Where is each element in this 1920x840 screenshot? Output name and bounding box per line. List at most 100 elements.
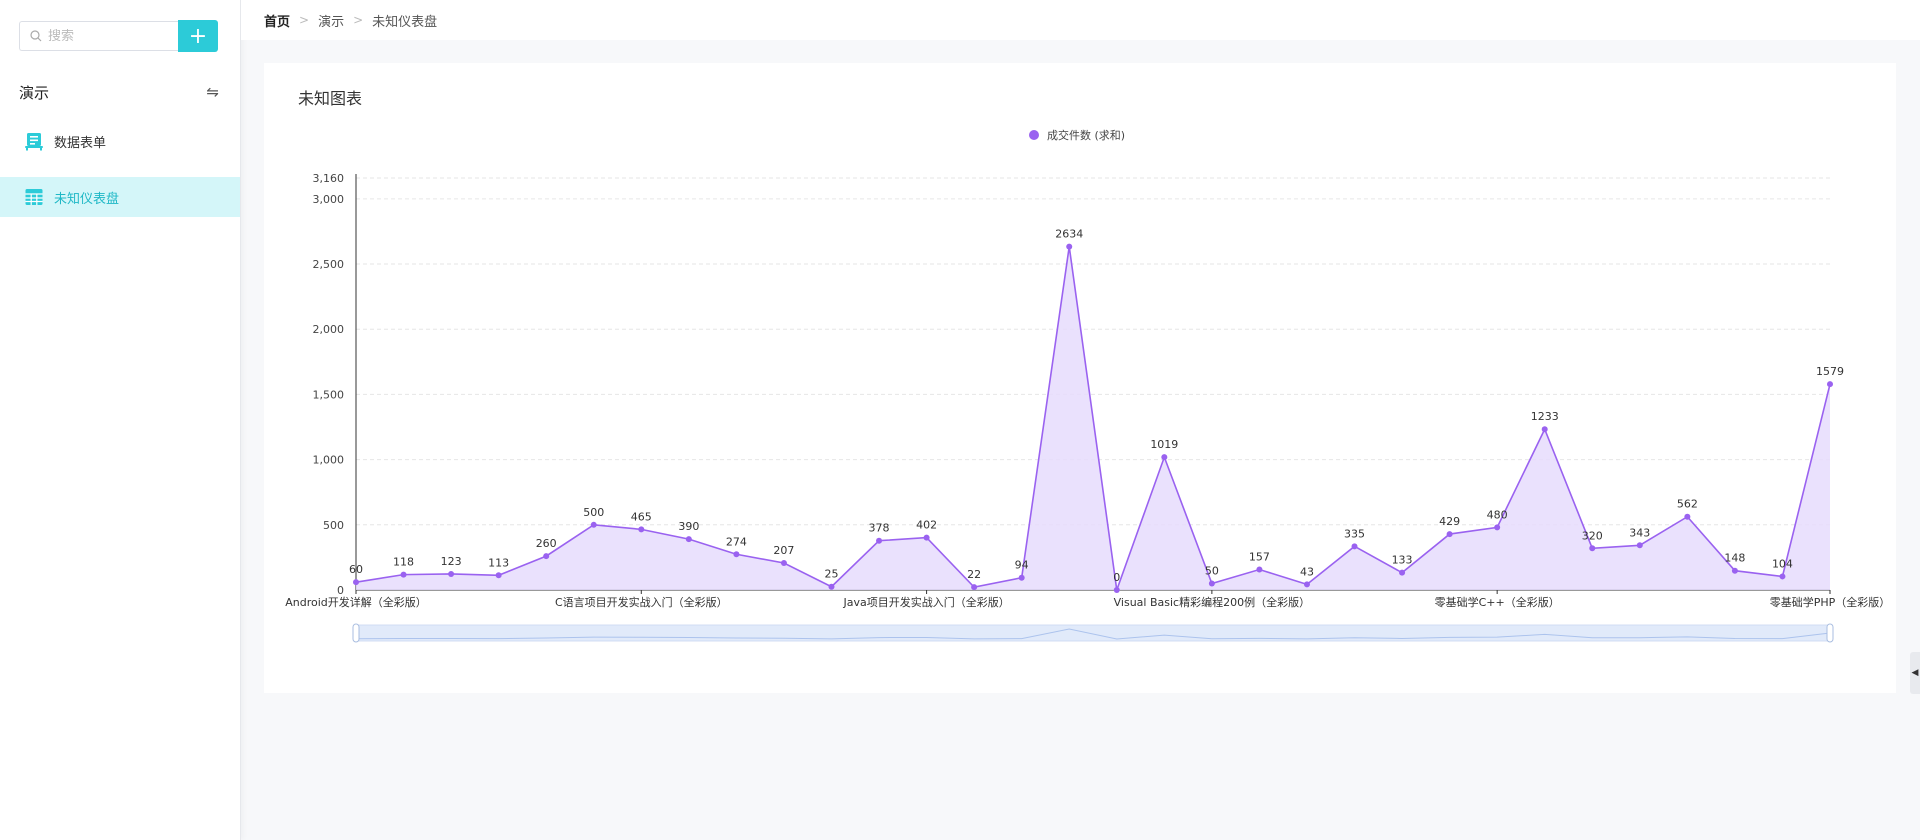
data-point <box>1541 426 1548 433</box>
data-label: 148 <box>1724 552 1745 565</box>
group-title: 演示 <box>19 83 50 102</box>
data-label: 157 <box>1249 551 1270 564</box>
y-tick-label: 0 <box>337 584 344 597</box>
x-tick-label: C语言项目开发实战入门（全彩版） <box>555 595 728 609</box>
x-tick-label: Visual Basic精彩编程200例（全彩版） <box>1114 595 1310 609</box>
data-label: 402 <box>916 519 937 532</box>
data-label: 94 <box>1015 559 1029 572</box>
plus-icon: + <box>188 23 208 49</box>
data-label: 133 <box>1392 554 1413 567</box>
legend-entry: 成交件数 (求和) <box>1047 128 1125 142</box>
data-label: 43 <box>1300 565 1314 578</box>
data-label: 2634 <box>1055 228 1083 241</box>
x-tick-label: Java项目开发实战入门（全彩版） <box>842 595 1009 609</box>
series-line <box>355 246 1831 591</box>
swap-icon[interactable]: ⇋ <box>206 83 219 101</box>
y-tick-label: 3,160 <box>313 172 345 185</box>
data-point <box>495 572 502 579</box>
y-tick-label: 1,000 <box>313 454 345 467</box>
data-label: 123 <box>441 555 462 568</box>
data-label: 274 <box>726 535 747 548</box>
data-label: 104 <box>1772 557 1793 570</box>
data-point <box>1256 566 1263 573</box>
data-point <box>1684 513 1691 520</box>
search-icon <box>30 30 42 42</box>
data-label: 1579 <box>1816 365 1844 378</box>
y-tick-label: 1,500 <box>313 388 345 401</box>
data-label: 1233 <box>1531 410 1559 423</box>
group-header: 演示 ⇋ <box>19 80 219 104</box>
data-point <box>543 553 550 560</box>
data-point <box>733 551 740 558</box>
data-label: 562 <box>1677 498 1698 511</box>
zoom-handle-start[interactable] <box>352 623 360 643</box>
data-label: 113 <box>488 556 509 569</box>
data-point <box>1589 545 1596 552</box>
sidebar-item-label: 数据表单 <box>54 135 107 151</box>
data-point <box>828 583 835 590</box>
data-label: 207 <box>773 544 794 557</box>
y-tick-label: 500 <box>323 519 344 532</box>
data-point <box>1446 531 1453 538</box>
add-button[interactable]: + <box>178 20 218 52</box>
data-label: 465 <box>631 510 652 523</box>
data-label: 260 <box>536 537 557 550</box>
data-point <box>353 579 359 586</box>
panel-toggle-tab[interactable]: ◀ <box>1910 652 1920 694</box>
data-point <box>1636 542 1643 549</box>
sidebar-item-data-form[interactable]: 数据表单 <box>0 121 240 161</box>
data-point <box>971 584 978 591</box>
data-point <box>923 534 930 541</box>
data-label: 25 <box>824 568 838 581</box>
sidebar-item-unknown-dashboard[interactable]: 未知仪表盘 <box>0 177 240 217</box>
chart-card: 未知图表 成交件数 (求和) 0 500 1,000 1,500 2,000 2,500 3,… <box>264 63 1896 693</box>
data-point <box>1494 524 1501 531</box>
data-point <box>1731 567 1738 574</box>
search-row: + <box>19 20 218 52</box>
x-tick-label: Android开发详解（全彩版） <box>285 595 427 609</box>
data-point <box>400 571 407 578</box>
data-label: 343 <box>1629 526 1650 539</box>
x-tick-label: 零基础学C++（全彩版） <box>1435 595 1560 609</box>
data-label: 118 <box>393 556 414 569</box>
grid-table-icon <box>25 189 43 205</box>
data-point <box>1018 574 1025 581</box>
data-label: 320 <box>1582 529 1603 542</box>
data-point <box>1351 543 1358 550</box>
data-label: 60 <box>349 563 363 576</box>
data-label: 500 <box>583 506 604 519</box>
data-point <box>1066 243 1073 250</box>
breadcrumb-home[interactable]: 首页 <box>264 14 291 30</box>
search-box[interactable] <box>19 21 178 51</box>
zoom-preview-line <box>355 628 1831 640</box>
data-label: 22 <box>967 568 981 581</box>
data-label: 378 <box>869 522 890 535</box>
data-label: 1019 <box>1150 438 1178 451</box>
form-table-icon <box>25 133 43 151</box>
data-point <box>780 560 787 567</box>
breadcrumb: 首页 > 演示 > 未知仪表盘 <box>241 0 1920 40</box>
data-label: 390 <box>678 520 699 533</box>
zoom-handle-end[interactable] <box>1826 623 1834 643</box>
data-point <box>638 526 645 533</box>
data-point <box>876 537 883 544</box>
chevron-right-icon: > <box>353 13 364 27</box>
data-point <box>685 536 692 543</box>
y-tick-label: 3,000 <box>313 193 345 206</box>
data-point <box>1303 581 1310 588</box>
search-input[interactable] <box>42 28 168 44</box>
chart-title: 未知图表 <box>298 89 363 108</box>
data-label: 0 <box>1113 571 1120 584</box>
data-point <box>1779 573 1786 580</box>
legend-marker <box>1029 130 1039 140</box>
data-label: 480 <box>1487 508 1508 521</box>
data-point <box>1161 454 1168 461</box>
data-label: 429 <box>1439 515 1460 528</box>
data-point <box>1827 381 1833 388</box>
breadcrumb-section[interactable]: 演示 <box>318 14 345 30</box>
chevron-right-icon: > <box>299 13 310 27</box>
data-point <box>448 570 455 577</box>
series-area <box>356 246 1830 590</box>
data-label: 335 <box>1344 527 1365 540</box>
zoom-window <box>356 625 1830 641</box>
